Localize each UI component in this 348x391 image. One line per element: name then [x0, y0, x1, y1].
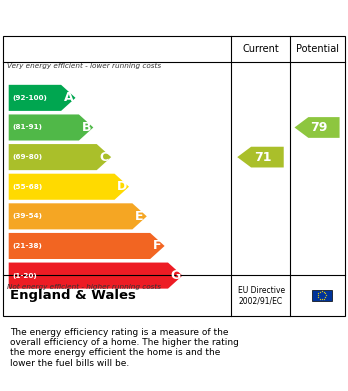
- Text: (21-38): (21-38): [12, 243, 42, 249]
- Text: 71: 71: [254, 151, 271, 163]
- Polygon shape: [9, 115, 93, 140]
- Polygon shape: [9, 85, 76, 111]
- Text: A: A: [63, 91, 73, 104]
- Polygon shape: [9, 174, 129, 200]
- Text: D: D: [117, 180, 127, 193]
- Text: (39-54): (39-54): [12, 213, 42, 219]
- Text: Current: Current: [242, 44, 279, 54]
- Text: E: E: [135, 210, 144, 223]
- Text: (81-91): (81-91): [12, 124, 42, 131]
- Text: Not energy efficient - higher running costs: Not energy efficient - higher running co…: [7, 284, 161, 290]
- Text: EU Directive
2002/91/EC: EU Directive 2002/91/EC: [238, 286, 285, 305]
- Text: Energy Efficiency Rating: Energy Efficiency Rating: [10, 9, 220, 24]
- Polygon shape: [9, 144, 111, 170]
- Text: C: C: [100, 151, 109, 163]
- Polygon shape: [9, 262, 182, 289]
- Polygon shape: [294, 117, 340, 138]
- Bar: [312, 290, 332, 301]
- Text: G: G: [170, 269, 180, 282]
- Text: Potential: Potential: [295, 44, 339, 54]
- Text: Very energy efficient - lower running costs: Very energy efficient - lower running co…: [7, 63, 161, 69]
- Text: F: F: [153, 239, 161, 253]
- Polygon shape: [9, 233, 165, 259]
- Polygon shape: [237, 147, 284, 167]
- Text: (92-100): (92-100): [12, 95, 47, 101]
- Text: (1-20): (1-20): [12, 273, 37, 279]
- Text: (55-68): (55-68): [12, 184, 42, 190]
- Text: 79: 79: [311, 121, 328, 134]
- Polygon shape: [9, 203, 147, 230]
- Text: B: B: [81, 121, 91, 134]
- Text: The energy efficiency rating is a measure of the
overall efficiency of a home. T: The energy efficiency rating is a measur…: [10, 328, 239, 368]
- Text: (69-80): (69-80): [12, 154, 42, 160]
- Text: England & Wales: England & Wales: [10, 289, 136, 302]
